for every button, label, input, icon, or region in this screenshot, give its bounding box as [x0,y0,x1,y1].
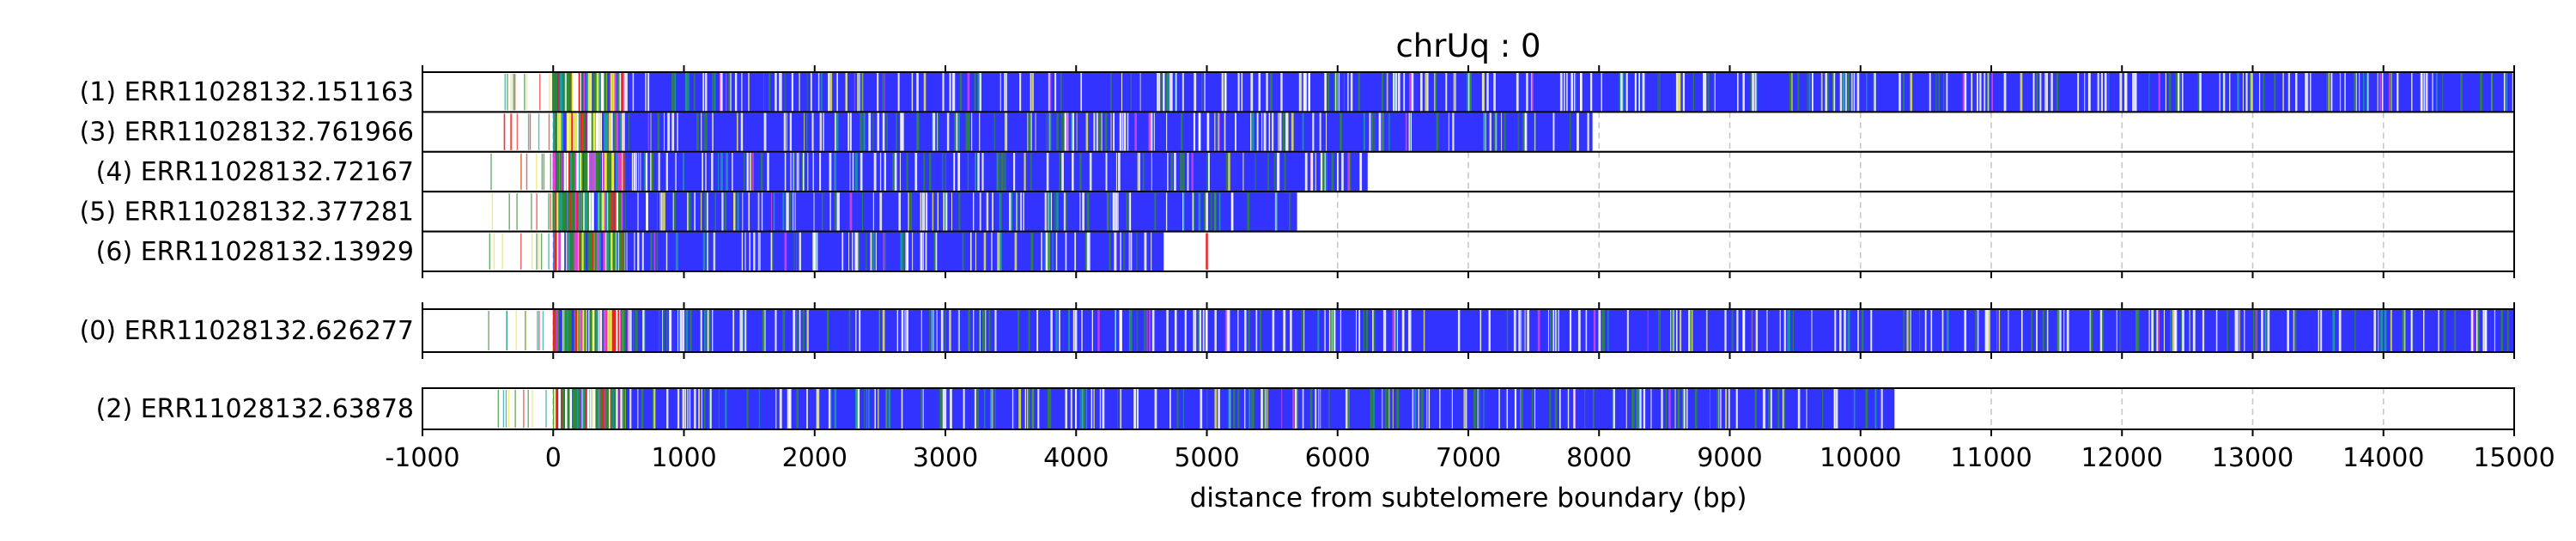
x-tick-label: 10000 [1820,443,1901,473]
x-tick-label: 9000 [1697,443,1762,473]
repeat-block [553,73,2514,112]
x-tick-label: 8000 [1566,443,1631,473]
x-axis-title: distance from subtelomere boundary (bp) [1190,483,1747,514]
read-label: (0) ERR11028132.626277 [80,316,414,346]
read-track: (4) ERR11028132.72167 [96,150,2515,193]
read-label: (6) ERR11028132.13929 [96,237,414,267]
chart-title: chrUq : 0 [1395,27,1540,64]
read-label: (5) ERR11028132.377281 [80,197,414,227]
x-tick-label: 7000 [1436,443,1501,473]
x-tick-label: 3000 [913,443,978,473]
x-tick-label: 1000 [651,443,716,473]
read-track: (3) ERR11028132.761966 [80,111,2515,153]
read-label: (3) ERR11028132.761966 [80,118,414,148]
x-tick-label: 4000 [1043,443,1109,473]
x-tick-label: 0 [545,443,562,473]
x-tick-label: 2000 [782,443,848,473]
read-track: (5) ERR11028132.377281 [80,191,2515,233]
read-track: (6) ERR11028132.13929 [96,230,2515,273]
x-axis: -1000 0 1000 2000 3000 4000 5000 6000 7000 8000 90… [385,65,2555,473]
x-tick-label: -1000 [385,443,459,473]
repeat-block [553,152,1368,191]
x-tick-label: 5000 [1174,443,1239,473]
read-track: (1) ERR11028132.151163 [80,71,2515,113]
repeat-block [553,192,1297,231]
repeat-block [553,389,1895,429]
x-tick-label: 14000 [2342,443,2424,473]
x-tick-label: 12000 [2081,443,2163,473]
read-label: (1) ERR11028132.151163 [80,77,414,107]
x-tick-label: 15000 [2473,443,2555,473]
x-tick-label: 11000 [1950,443,2032,473]
x-tick-label: 13000 [2212,443,2293,473]
reads: (1) ERR11028132.151163 (3) ERR11028132.76… [80,71,2515,430]
read-track: (0) ERR11028132.626277 [80,308,2515,353]
x-tick-label: 6000 [1305,443,1370,473]
read-label: (2) ERR11028132.63878 [96,394,414,424]
read-label: (4) ERR11028132.72167 [96,157,414,187]
read-track: (2) ERR11028132.63878 [96,387,2515,430]
repeat-block [553,310,2514,351]
